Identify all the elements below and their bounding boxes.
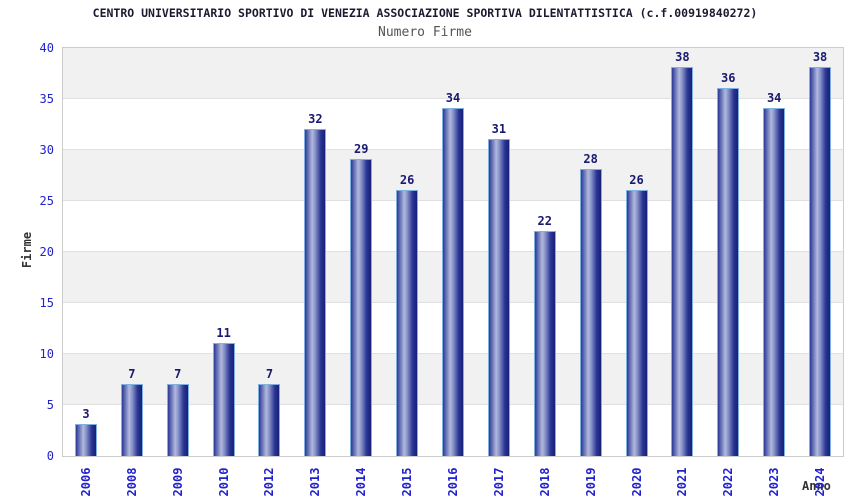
y-tick-label: 20	[39, 245, 54, 259]
bar-value-label: 7	[265, 366, 274, 381]
bar-value-label: 22	[537, 213, 552, 228]
bar	[809, 67, 832, 456]
x-axis-label: Anno	[802, 479, 831, 493]
bar	[487, 138, 510, 456]
chart-title: CENTRO UNIVERSITARIO SPORTIVO DI VENEZIA…	[92, 6, 758, 20]
x-tick-label: 2006	[78, 467, 93, 497]
chart-subtitle: Numero Firme	[378, 25, 472, 40]
x-tick-label: 2019	[583, 467, 598, 497]
x-tick-label: 2016	[446, 467, 460, 497]
x-tick-label: 2024	[813, 467, 828, 497]
x-tick-label: 2008	[124, 467, 139, 497]
bar	[166, 383, 189, 456]
bar	[350, 159, 373, 456]
bar	[304, 128, 327, 456]
x-tick-label: 2018	[537, 467, 552, 497]
bar	[625, 189, 648, 456]
bar-value-label: 28	[583, 152, 598, 167]
bar-value-label: 11	[216, 325, 231, 340]
x-tick-label: 2014	[354, 467, 369, 497]
bar-value-label: 7	[128, 366, 136, 381]
bar-value-label: 31	[491, 121, 507, 136]
bar-value-label: 32	[308, 111, 323, 126]
gridline	[63, 98, 843, 99]
bar-value-label: 38	[812, 50, 828, 65]
bar-value-label: 7	[174, 366, 182, 381]
bar	[579, 169, 602, 456]
x-tick-label: 2023	[767, 467, 782, 497]
bar	[74, 424, 97, 456]
y-tick-label: 15	[39, 296, 54, 310]
x-tick-label: 2012	[262, 467, 277, 497]
bar-value-label: 3	[82, 407, 90, 422]
x-tick-label: 2015	[400, 467, 415, 497]
plot-area: 3 7 7 11 7 32 29 26 34 31 22 28 26 38 36 34 38	[62, 47, 844, 457]
bar	[671, 67, 694, 456]
x-tick-label: 2022	[721, 467, 736, 497]
bar	[258, 383, 281, 456]
x-tick-label: 2010	[216, 467, 231, 497]
bar	[396, 189, 419, 456]
bar	[212, 342, 235, 456]
bar-value-label: 34	[766, 91, 782, 106]
bar	[442, 108, 464, 456]
x-tick-label: 2021	[675, 467, 690, 497]
x-tick-label: 2013	[308, 467, 323, 497]
bar	[763, 108, 786, 456]
bar	[717, 87, 740, 456]
x-tick-label: 2009	[170, 467, 185, 497]
y-tick-label: 30	[39, 143, 54, 157]
bar	[120, 383, 143, 456]
bar	[533, 230, 556, 456]
bar-value-label: 26	[629, 172, 644, 187]
bar-value-label: 34	[445, 91, 461, 106]
y-tick-label: 40	[39, 41, 54, 55]
x-tick-label: 2017	[491, 467, 506, 497]
y-tick-label: 25	[39, 194, 54, 208]
bar-value-label: 26	[399, 172, 415, 187]
y-tick-label: 10	[39, 347, 54, 361]
bar-value-label: 36	[721, 70, 736, 85]
y-tick-label: 5	[46, 398, 54, 412]
x-tick-label: 2020	[629, 467, 644, 497]
bar-value-label: 38	[675, 50, 690, 65]
y-tick-label: 35	[39, 92, 54, 106]
y-tick-label: 0	[46, 449, 54, 463]
bar-value-label: 29	[354, 142, 369, 157]
